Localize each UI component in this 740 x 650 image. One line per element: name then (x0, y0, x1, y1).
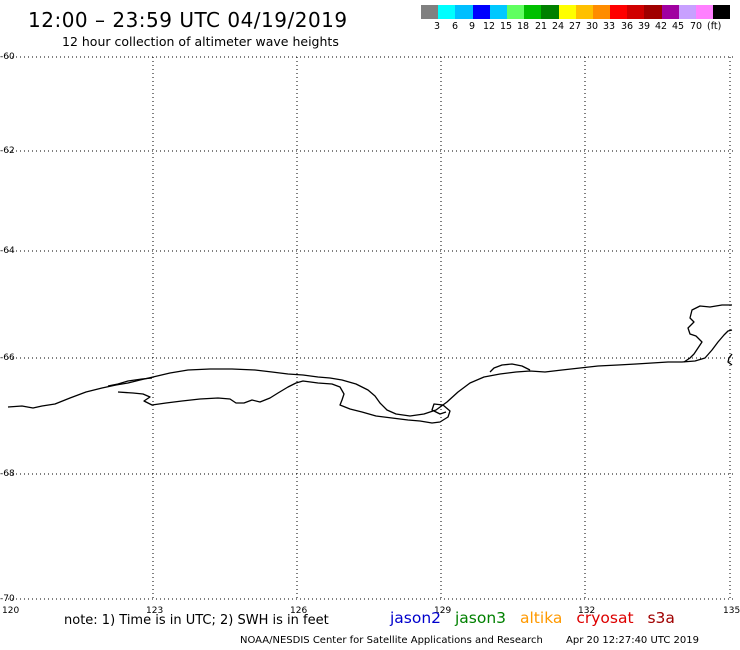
lat-tick-label: -62 (0, 146, 15, 156)
legend-swatch (506, 5, 525, 19)
legend-label: 9 (469, 21, 476, 32)
legend-label: 15 (500, 21, 513, 32)
satellite-key: jason2 jason3 altika cryosat s3a (390, 609, 684, 627)
legend-label: 39 (638, 21, 651, 32)
lon-tick-label: 123 (146, 606, 164, 616)
legend-label: 27 (569, 21, 582, 32)
satellite-label: altika (520, 609, 563, 627)
coastline-shelf-upper (107, 377, 153, 387)
legend-swatch (489, 5, 507, 19)
legend-swatch (627, 5, 645, 19)
lat-tick-label: -66 (0, 353, 15, 363)
legend-label: 6 (452, 21, 459, 32)
legend-swatch (713, 5, 731, 19)
lat-tick-label: -64 (0, 246, 15, 256)
legend-label: 36 (621, 21, 634, 32)
legend-label: 30 (586, 21, 599, 32)
legend-label: 24 (552, 21, 565, 32)
lon-tick-label: 132 (578, 606, 596, 616)
coastline-east (683, 304, 732, 363)
coastline-main (7, 329, 733, 417)
legend-label: 70 (690, 21, 703, 32)
legend-unit: (ft) (707, 21, 722, 32)
lat-tick-label: -68 (0, 469, 15, 479)
units-note: note: 1) Time is in UTC; 2) SWH is in fe… (64, 613, 329, 628)
satellite-label: jason2 (390, 609, 442, 627)
credit-line: NOAA/NESDIS Center for Satellite Applica… (240, 635, 543, 646)
page-title: 12:00 – 23:59 UTC 04/19/2019 (28, 8, 348, 32)
legend-swatch (661, 5, 679, 19)
lat-tick-label: -70 (0, 594, 15, 604)
legend-label: 42 (655, 21, 668, 32)
legend-label: 18 (517, 21, 530, 32)
satellite-label: jason3 (455, 609, 507, 627)
legend-swatch (575, 5, 593, 19)
legend-swatch (472, 5, 490, 19)
generated-timestamp: Apr 20 12:27:40 UTC 2019 (566, 635, 699, 646)
page-subtitle: 12 hour collection of altimeter wave hei… (62, 34, 339, 49)
satellite-label: cryosat (576, 609, 634, 627)
legend-label: 12 (483, 21, 496, 32)
legend-swatch (696, 5, 714, 19)
legend-swatch (421, 5, 439, 19)
legend-label: 3 (434, 21, 441, 32)
legend-swatch (541, 5, 559, 19)
legend-label: 33 (603, 21, 616, 32)
graticule (8, 56, 733, 600)
legend-swatch (592, 5, 611, 19)
legend-swatch (644, 5, 662, 19)
lat-tick-label: -60 (0, 52, 15, 62)
legend-label: 45 (672, 21, 685, 32)
legend-swatch (558, 5, 576, 19)
lon-tick-label: 135 (723, 606, 740, 616)
legend-swatch (678, 5, 696, 19)
legend-label: 21 (535, 21, 548, 32)
legend-swatch (524, 5, 542, 19)
legend-swatch (610, 5, 628, 19)
coastline-bump (489, 363, 531, 373)
antarctic-coastline (7, 304, 733, 424)
coastline-shelf-lower (117, 380, 451, 424)
satellite-label: s3a (647, 609, 675, 627)
wave-height-legend (421, 5, 731, 19)
legend-swatch (438, 5, 456, 19)
lon-tick-label: 129 (434, 606, 452, 616)
coastline-east-fragment (727, 353, 733, 366)
lon-tick-label: 126 (290, 606, 308, 616)
legend-swatch (455, 5, 473, 19)
legend-labels: 3 6 9 12 15 18 21 24 27 30 33 36 39 42 4… (421, 21, 740, 33)
lon-tick-label: 120 (2, 606, 20, 616)
